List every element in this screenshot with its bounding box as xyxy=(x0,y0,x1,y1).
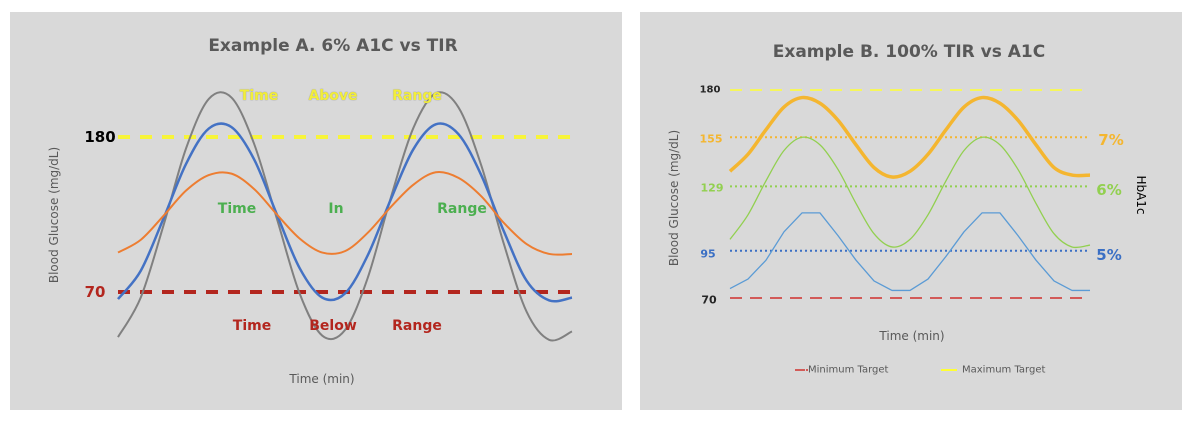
chart-b-series-2 xyxy=(729,212,1090,292)
chart-b-ytick-155: 155 xyxy=(699,132,723,146)
chart-a-panel xyxy=(10,12,622,410)
chart-b-ytick-95: 95 xyxy=(700,247,716,261)
chart-a-series-2 xyxy=(117,170,573,256)
series-label-7pct: 7% xyxy=(1098,131,1124,149)
chart-b-panel xyxy=(640,12,1182,410)
chart-a-xlabel: Time (min) xyxy=(289,372,355,386)
annotation-above-1: Time xyxy=(239,88,279,104)
chart-b-title: Example B. 100% TIR vs A1C xyxy=(772,42,1046,62)
annotation-in-2: In xyxy=(328,201,344,217)
chart-b-ytick-129: 129 xyxy=(700,181,724,195)
chart-b-series-1 xyxy=(729,136,1091,249)
annotation-above-3: Range xyxy=(392,88,442,104)
chart-b-xlabel: Time (min) xyxy=(879,329,945,343)
chart-b-ytick-70: 70 xyxy=(701,293,717,307)
annotation-below-2: Below xyxy=(309,318,357,334)
chart-a-ytick-70: 70 xyxy=(84,283,106,301)
legend-minimum-target: Minimum Target xyxy=(808,364,889,376)
annotation-in-1: Time xyxy=(217,201,257,217)
chart-b-series-0 xyxy=(728,95,1091,179)
chart-b-y2label: HbA1c xyxy=(1134,175,1148,215)
series-label-6pct: 6% xyxy=(1096,181,1122,199)
annotation-above-2: Above xyxy=(308,88,358,104)
chart-b-ytick-180: 180 xyxy=(699,84,721,96)
legend-maximum-target: Maximum Target xyxy=(962,364,1046,376)
annotation-below-3: Range xyxy=(392,318,442,334)
annotation-below-1: Time xyxy=(232,318,272,334)
chart-b-ylabel: Blood Glucose (mg/dL) xyxy=(667,129,681,267)
annotation-in-3: Range xyxy=(437,201,487,217)
chart-a-ylabel: Blood Glucose (mg/dL) xyxy=(47,146,61,284)
chart-a-series-0 xyxy=(117,91,573,342)
chart-a-title: Example A. 6% A1C vs TIR xyxy=(208,36,458,56)
series-label-5pct: 5% xyxy=(1096,246,1122,264)
chart-a-ytick-180: 180 xyxy=(84,128,116,146)
